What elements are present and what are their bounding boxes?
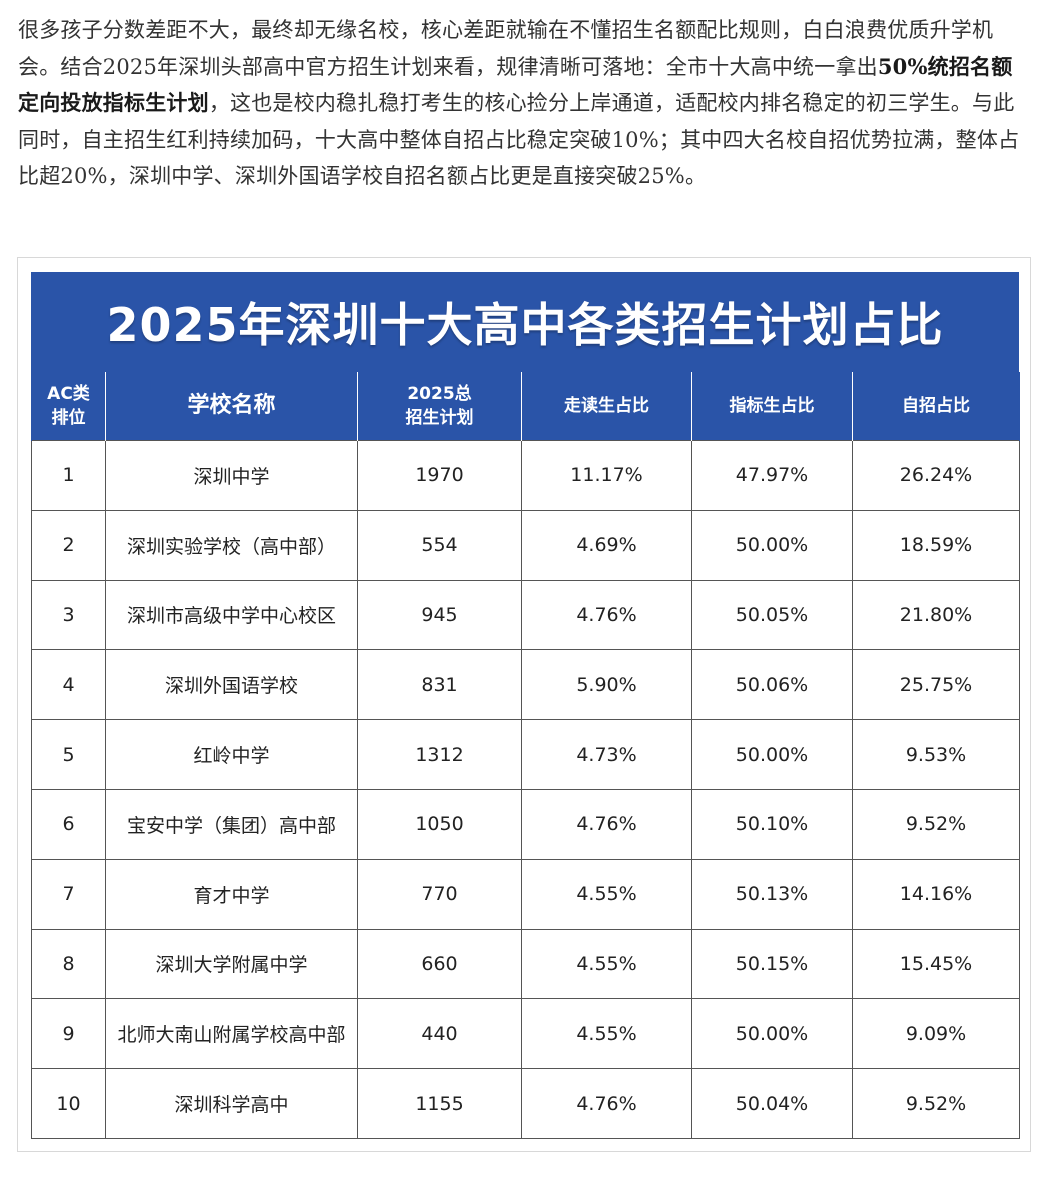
header-rank-line2: 排位 (51, 408, 86, 428)
cell-rank: 10 (31, 1068, 106, 1139)
cell-self: 21.80% (852, 579, 1020, 651)
cell-plan: 770 (357, 858, 522, 930)
header-plan: 2025总 招生计划 (357, 372, 522, 441)
cell-self: 15.45% (852, 928, 1020, 1000)
cell-rank: 9 (31, 998, 106, 1070)
cell-quota: 50.13% (691, 858, 853, 930)
enrollment-plan-table: AC类 排位 学校名称 2025总 招生计划 走读生占比 指标生占比 自招占比 … (31, 372, 1020, 1139)
cell-quota: 47.97% (691, 440, 853, 511)
cell-quota: 50.00% (691, 509, 853, 581)
cell-self: 14.16% (852, 858, 1020, 930)
cell-plan: 945 (357, 579, 522, 651)
cell-boarding: 4.73% (521, 719, 692, 790)
table-row: 1 深圳中学 1970 11.17% 47.97% 26.24% (31, 440, 1020, 511)
cell-boarding: 11.17% (521, 440, 692, 511)
header-plan-line1: 2025总 (407, 384, 472, 404)
cell-boarding: 4.76% (521, 788, 692, 860)
cell-boarding: 4.76% (521, 1068, 692, 1139)
cell-rank: 6 (31, 788, 106, 860)
cell-rank: 1 (31, 440, 106, 511)
table-header-row: AC类 排位 学校名称 2025总 招生计划 走读生占比 指标生占比 自招占比 (31, 372, 1020, 441)
header-boarding: 走读生占比 (521, 372, 692, 441)
cell-school: 育才中学 (105, 858, 358, 930)
cell-school: 北师大南山附属学校高中部 (105, 998, 358, 1070)
cell-rank: 8 (31, 928, 106, 1000)
cell-boarding: 4.76% (521, 579, 692, 651)
cell-rank: 7 (31, 858, 106, 930)
cell-school: 宝安中学（集团）高中部 (105, 788, 358, 860)
cell-self: 18.59% (852, 509, 1020, 581)
table-row: 6 宝安中学（集团）高中部 1050 4.76% 50.10% 9.52% (31, 788, 1020, 860)
cell-boarding: 5.90% (521, 649, 692, 721)
cell-school: 深圳市高级中学中心校区 (105, 579, 358, 651)
table-row: 10 深圳科学高中 1155 4.76% 50.04% 9.52% (31, 1068, 1020, 1139)
header-plan-line2: 招生计划 (405, 408, 474, 428)
cell-plan: 440 (357, 998, 522, 1070)
article-text-2: ，这也是校内稳扎稳打考生的核心捡分上岸通道，适配校内排名稳定的初三学生。与此同时… (18, 91, 1020, 188)
header-quota: 指标生占比 (691, 372, 853, 441)
cell-self: 26.24% (852, 440, 1020, 511)
cell-self: 9.52% (852, 1068, 1020, 1139)
cell-school: 深圳科学高中 (105, 1068, 358, 1139)
cell-quota: 50.05% (691, 579, 853, 651)
cell-school: 深圳外国语学校 (105, 649, 358, 721)
cell-boarding: 4.55% (521, 998, 692, 1070)
cell-plan: 660 (357, 928, 522, 1000)
cell-plan: 1970 (357, 440, 522, 511)
table-row: 8 深圳大学附属中学 660 4.55% 50.15% 15.45% (31, 928, 1020, 1000)
cell-school: 深圳大学附属中学 (105, 928, 358, 1000)
header-self: 自招占比 (852, 372, 1020, 441)
cell-school: 红岭中学 (105, 719, 358, 790)
article-text-1: 很多孩子分数差距不大，最终却无缘名校，核心差距就输在不懂招生名额配比规则，白白浪… (18, 18, 994, 79)
cell-school: 深圳中学 (105, 440, 358, 511)
header-rank: AC类 排位 (31, 372, 106, 441)
cell-self: 25.75% (852, 649, 1020, 721)
table-row: 5 红岭中学 1312 4.73% 50.00% 9.53% (31, 719, 1020, 790)
header-rank-line1: AC类 (47, 384, 90, 404)
enrollment-plan-figure: 2025年深圳十大高中各类招生计划占比 AC类 排位 学校名称 2025总 招生… (17, 257, 1031, 1152)
cell-boarding: 4.55% (521, 928, 692, 1000)
cell-school: 深圳实验学校（高中部） (105, 509, 358, 581)
cell-boarding: 4.55% (521, 858, 692, 930)
cell-plan: 554 (357, 509, 522, 581)
cell-quota: 50.15% (691, 928, 853, 1000)
article-paragraph: 很多孩子分数差距不大，最终却无缘名校，核心差距就输在不懂招生名额配比规则，白白浪… (18, 12, 1030, 195)
cell-plan: 831 (357, 649, 522, 721)
cell-plan: 1050 (357, 788, 522, 860)
article-body: 很多孩子分数差距不大，最终却无缘名校，核心差距就输在不懂招生名额配比规则，白白浪… (18, 12, 1030, 195)
article-bold-highlight: 50%统招名额定向投放指标生计划 (18, 53, 1013, 116)
figure-title: 2025年深圳十大高中各类招生计划占比 (31, 272, 1019, 372)
table-row: 2 深圳实验学校（高中部） 554 4.69% 50.00% 18.59% (31, 509, 1020, 581)
cell-self: 9.09% (852, 998, 1020, 1070)
header-school: 学校名称 (105, 372, 358, 441)
table-row: 9 北师大南山附属学校高中部 440 4.55% 50.00% 9.09% (31, 998, 1020, 1070)
cell-quota: 50.00% (691, 998, 853, 1070)
cell-rank: 3 (31, 579, 106, 651)
cell-rank: 4 (31, 649, 106, 721)
cell-rank: 2 (31, 509, 106, 581)
table-row: 7 育才中学 770 4.55% 50.13% 14.16% (31, 858, 1020, 930)
cell-plan: 1312 (357, 719, 522, 790)
cell-quota: 50.06% (691, 649, 853, 721)
cell-rank: 5 (31, 719, 106, 790)
cell-quota: 50.04% (691, 1068, 853, 1139)
table-row: 3 深圳市高级中学中心校区 945 4.76% 50.05% 21.80% (31, 579, 1020, 651)
cell-quota: 50.10% (691, 788, 853, 860)
cell-self: 9.52% (852, 788, 1020, 860)
table-row: 4 深圳外国语学校 831 5.90% 50.06% 25.75% (31, 649, 1020, 721)
cell-self: 9.53% (852, 719, 1020, 790)
cell-plan: 1155 (357, 1068, 522, 1139)
cell-quota: 50.00% (691, 719, 853, 790)
cell-boarding: 4.69% (521, 509, 692, 581)
